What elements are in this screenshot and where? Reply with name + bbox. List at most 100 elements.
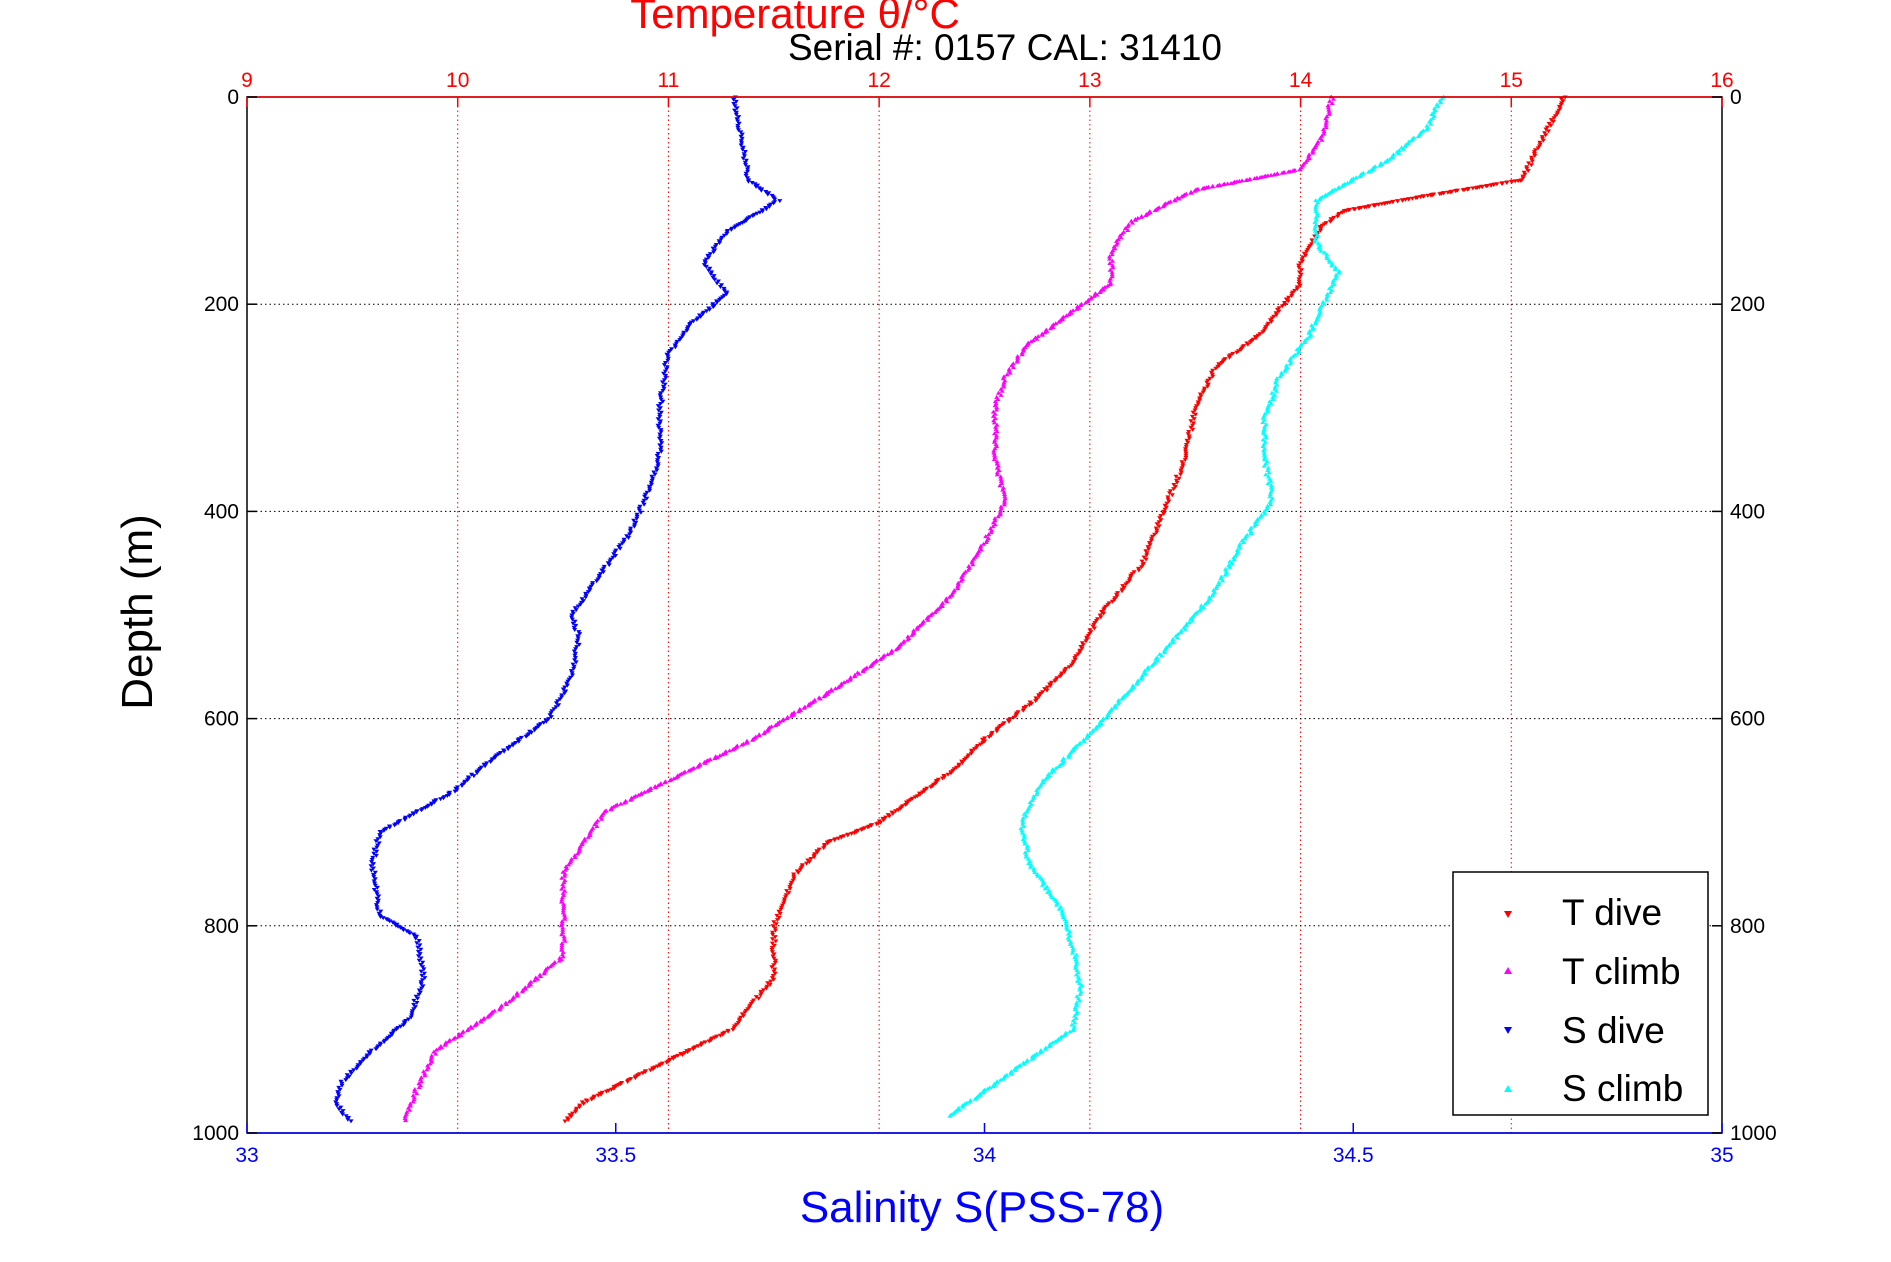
data-point [1033,699,1039,704]
data-point [392,823,397,828]
data-point [589,1097,595,1102]
data-point [852,674,858,679]
data-point [999,481,1005,486]
data-point [1310,150,1316,155]
data-point [566,862,572,867]
data-point [771,969,777,974]
data-point [1540,138,1546,143]
legend-marker-t-climb [1504,967,1512,974]
data-point [744,740,750,745]
data-point [599,816,605,821]
data-point [1186,620,1192,625]
data-point [998,504,1004,509]
data-point [1329,284,1334,289]
data-point [1110,265,1116,270]
data-point [1223,566,1229,571]
data-point [370,855,376,860]
data-point [1023,854,1029,859]
data-point [1021,824,1027,829]
data-point [711,250,717,255]
data-point [772,197,778,202]
data-point [528,730,534,735]
series-s-climb [947,94,1447,1118]
data-point [572,855,578,859]
data-point [778,907,784,912]
data-point [994,429,1000,433]
data-point [1551,116,1557,121]
data-point [1318,248,1324,253]
data-point [992,452,997,457]
data-point [505,747,511,752]
data-point [995,514,1001,519]
data-point [1261,452,1267,457]
data-point [1296,265,1302,270]
data-point [371,851,377,856]
data-point [1261,426,1267,431]
data-point [1052,1039,1058,1044]
data-point [608,807,614,812]
data-point [1265,503,1270,508]
legend-label-t-climb: T climb [1562,951,1681,992]
data-point [572,628,578,632]
data-point [989,528,995,533]
data-point [414,941,420,946]
data-point [1183,455,1189,460]
data-point [1165,200,1171,205]
data-point [560,925,566,930]
data-point [752,182,758,187]
data-point [572,853,578,858]
data-point [1179,194,1185,199]
data-point [1297,261,1303,266]
data-point [773,922,779,927]
data-point [1034,792,1040,797]
data-point [658,419,663,424]
data-point [1112,704,1118,709]
data-point [1037,1050,1043,1055]
data-point [965,567,971,572]
data-point [345,1117,351,1122]
data-point [1042,1046,1048,1051]
data-point [994,444,1000,449]
data-point [561,906,567,910]
data-point [1031,866,1037,871]
data-point [647,788,653,792]
data-point [1268,483,1274,488]
data-point [1027,703,1032,708]
data-point [763,190,769,194]
data-point [488,760,494,764]
data-point [1315,233,1321,237]
data-point [663,373,669,378]
data-point [1184,623,1189,628]
data-point [774,918,780,923]
data-point [501,749,507,754]
data-point [1144,551,1150,556]
data-point [1172,485,1178,489]
data-point [1073,972,1079,977]
data-point [371,879,377,884]
data-point [1285,299,1291,304]
data-point [1310,327,1316,331]
temperature-tick-label: 11 [658,69,680,92]
data-point [374,892,380,897]
data-point [402,1116,408,1120]
data-point [407,1101,413,1106]
data-point [1076,742,1082,747]
data-point [1329,263,1335,268]
data-point [771,963,777,968]
data-point [844,678,850,683]
data-point [912,795,918,800]
data-point [420,984,426,989]
data-point [740,156,746,161]
data-point [658,395,664,400]
data-point [1183,443,1189,447]
data-point [739,136,745,141]
data-point [1072,1007,1078,1012]
data-point [1072,1005,1078,1010]
data-point [741,1014,746,1019]
data-point [658,445,664,450]
data-point [1303,253,1309,258]
depth-tick-label-right: 800 [1730,915,1765,938]
data-point [592,822,598,827]
data-point [1097,290,1103,294]
data-point [684,328,690,333]
